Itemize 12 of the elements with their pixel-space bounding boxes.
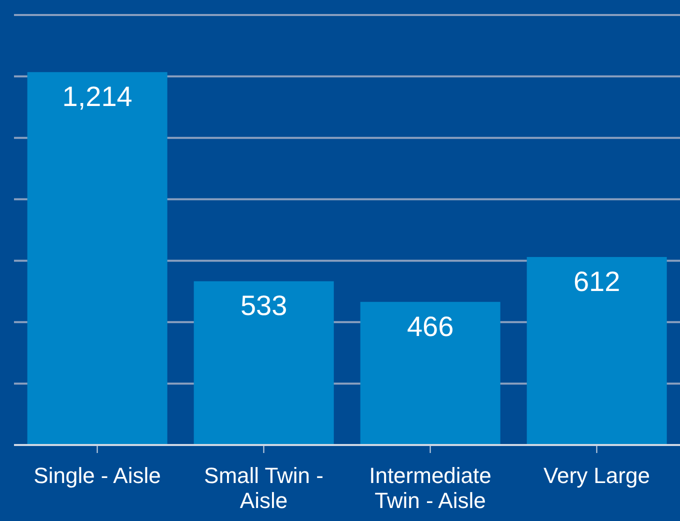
x-tick-label: Small Twin - Aisle	[204, 463, 324, 513]
data-label: 466	[406, 310, 454, 342]
bar	[360, 302, 500, 445]
data-label: 533	[240, 290, 288, 322]
bar	[27, 72, 168, 445]
data-label: 1,214	[62, 81, 132, 112]
data-label: 612	[573, 266, 620, 297]
x-tick-label: Single - Aisle	[34, 463, 161, 488]
bar	[526, 257, 667, 445]
x-tick-label: Intermediate Twin - Aisle	[369, 463, 492, 513]
bar	[194, 281, 334, 445]
x-tick-label: Very Large	[544, 463, 650, 488]
